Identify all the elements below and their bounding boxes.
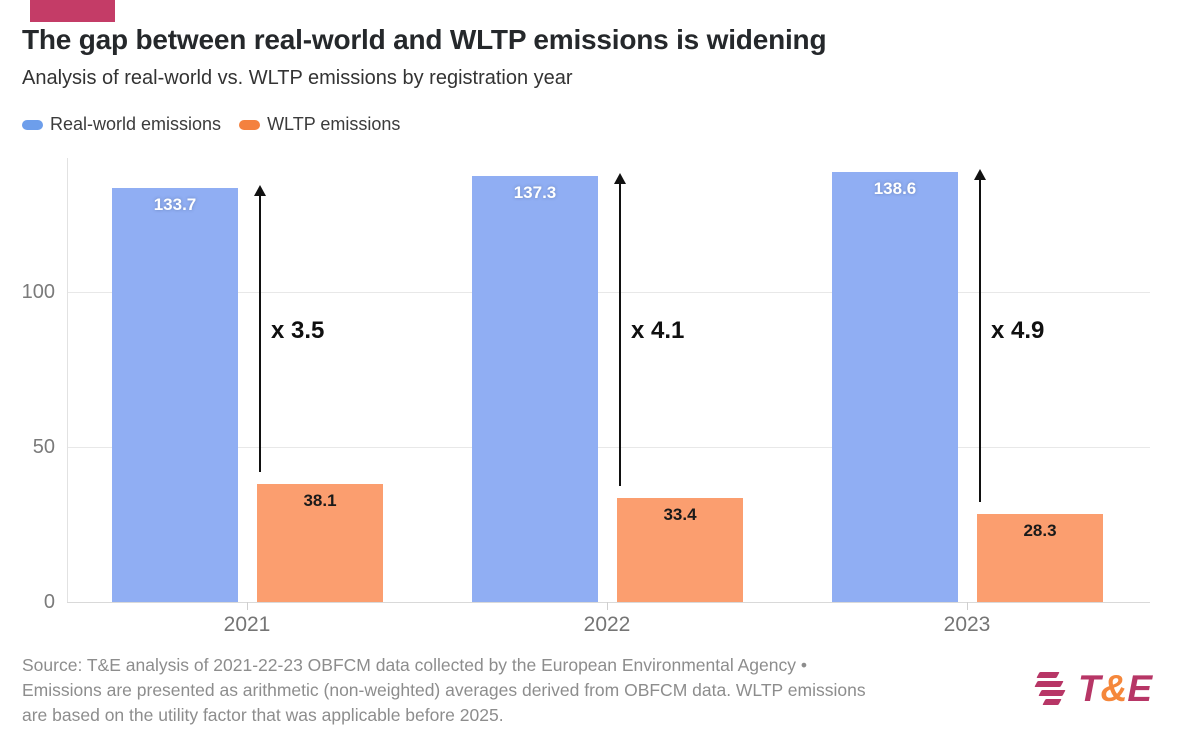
- logo-stripe-3: [1038, 690, 1066, 696]
- y-axis-label-0: 0: [43, 591, 55, 613]
- brand-accent-bar: [30, 0, 115, 22]
- te-logo-text: T&E: [1078, 668, 1152, 710]
- bar-real-world-2021: 133.7: [112, 187, 238, 602]
- te-logo: T&E: [1034, 668, 1152, 710]
- bar-real-world-2022: 137.3: [472, 176, 598, 602]
- bar-value-wltp-2023: 28.3: [1023, 521, 1057, 541]
- gap-multiplier-2022: x 4.1: [631, 317, 685, 344]
- chart-legend: Real-world emissions WLTP emissions: [22, 114, 400, 135]
- gap-arrow-line-2023: [979, 178, 981, 503]
- legend-label: Real-world emissions: [50, 114, 222, 134]
- source-note: Source: T&E analysis of 2021-22-23 OBFCM…: [22, 653, 866, 728]
- gap-arrow-head-icon-2023: [974, 169, 986, 181]
- logo-stripe-1: [1036, 672, 1060, 678]
- bar-real-world-2023: 138.6: [832, 172, 958, 602]
- y-axis-label-100: 100: [21, 281, 55, 303]
- gap-arrow-head-icon-2021: [254, 184, 266, 196]
- bar-wltp-2022: 33.4: [617, 498, 743, 602]
- x-axis-tick-2022: [607, 602, 608, 610]
- gap-multiplier-2021: x 3.5: [271, 317, 325, 344]
- gap-arrow-head-icon-2022: [614, 173, 626, 185]
- gap-multiplier-2023: x 4.9: [991, 317, 1045, 344]
- bar-value-real-world-2023: 138.6: [873, 179, 917, 199]
- bar-value-wltp-2022: 33.4: [663, 505, 697, 525]
- gridline-y-50: [67, 447, 1150, 448]
- legend-item-wltp: WLTP emissions: [239, 114, 400, 135]
- logo-letter-t: T: [1077, 668, 1101, 709]
- gridline-y-0: [67, 602, 1150, 603]
- chart-subtitle: Analysis of real-world vs. WLTP emission…: [22, 67, 573, 89]
- legend-swatch-icon: [22, 119, 43, 130]
- y-axis-label-50: 50: [32, 436, 55, 458]
- te-logo-stripes-icon: [1034, 670, 1070, 708]
- bar-wltp-2023: 28.3: [977, 514, 1103, 602]
- logo-stripe-4: [1042, 699, 1062, 705]
- gridline-y-100: [67, 292, 1150, 293]
- source-line-1: Source: T&E analysis of 2021-22-23 OBFCM…: [22, 655, 807, 675]
- bar-value-real-world-2022: 137.3: [513, 183, 557, 203]
- gap-arrow-line-2021: [259, 193, 261, 472]
- x-axis-tick-2023: [967, 602, 968, 610]
- chart-title: The gap between real-world and WLTP emis…: [22, 24, 827, 55]
- x-axis-label-2023: 2023: [943, 613, 991, 636]
- x-axis-label-2022: 2022: [583, 613, 631, 636]
- x-axis-tick-2021: [247, 602, 248, 610]
- source-line-3: are based on the utility factor that was…: [22, 705, 504, 725]
- bar-value-real-world-2021: 133.7: [153, 194, 197, 214]
- bar-wltp-2021: 38.1: [257, 483, 383, 602]
- legend-swatch-icon: [239, 119, 261, 130]
- bar-value-wltp-2021: 38.1: [303, 490, 337, 510]
- legend-label: WLTP emissions: [267, 114, 401, 134]
- logo-letter-e: E: [1127, 668, 1152, 709]
- legend-item-real-world: Real-world emissions: [22, 114, 221, 135]
- source-line-2: Emissions are presented as arithmetic (n…: [22, 680, 866, 700]
- logo-stripe-2: [1034, 681, 1064, 687]
- logo-ampersand: &: [1100, 668, 1128, 709]
- y-axis-line: [67, 158, 68, 602]
- x-axis-label-2021: 2021: [223, 613, 271, 636]
- gap-arrow-line-2022: [619, 182, 621, 487]
